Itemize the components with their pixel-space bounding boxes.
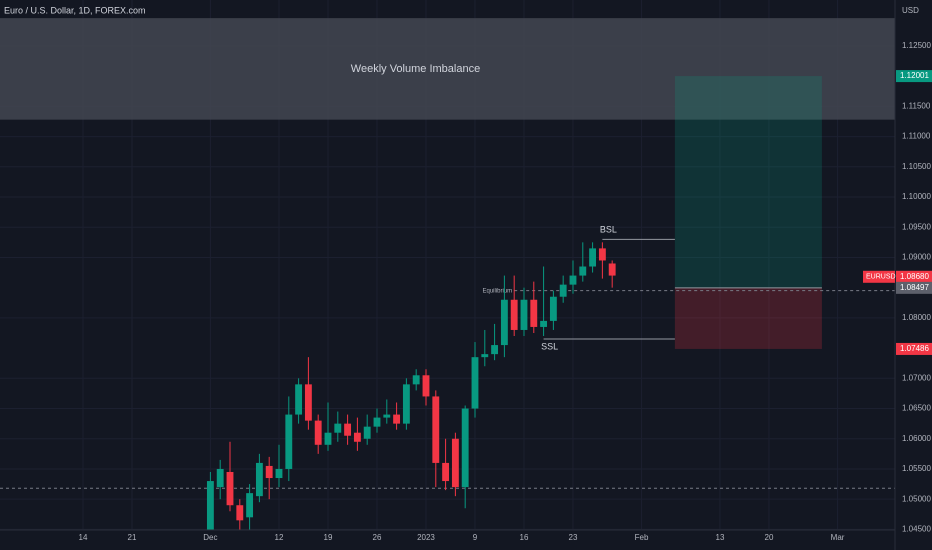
zone-label: Weekly Volume Imbalance (351, 63, 480, 75)
level-label: SSL (541, 341, 558, 351)
candle-body (255, 462, 263, 497)
x-tick-label: 14 (79, 533, 88, 542)
x-tick-label: Mar (831, 533, 845, 542)
candle-body (206, 481, 214, 530)
x-tick-label: Dec (203, 533, 217, 542)
candle-body (275, 468, 283, 479)
y-tick-label: 1.07000 (902, 373, 931, 382)
candle-body (530, 299, 538, 327)
x-tick-label: 13 (716, 533, 725, 542)
candle-body (481, 354, 489, 358)
x-tick-label: 23 (569, 533, 578, 542)
plot-area: Weekly Volume Imbalance BSL SSL Equilibrium (0, 0, 895, 530)
stop-zone (674, 287, 822, 349)
y-tick-label: 1.08000 (902, 313, 931, 322)
x-tick-label: 20 (765, 533, 774, 542)
candle-body (393, 414, 401, 424)
x-tick-label: 2023 (417, 533, 435, 542)
candle-body (510, 299, 518, 330)
candle-body (314, 420, 322, 445)
currency: USD (902, 6, 919, 15)
candle-body (383, 414, 391, 418)
y-tick-label: 1.09000 (902, 253, 931, 262)
price-tag-label: 1.12001 (900, 71, 929, 80)
candle-body (471, 357, 479, 409)
candle-body (353, 432, 361, 442)
candle-body (324, 432, 332, 445)
candle-body (608, 263, 616, 276)
y-tick-label: 1.11000 (902, 132, 931, 141)
candle-body (373, 417, 381, 427)
candle-body (236, 505, 244, 521)
candle-body (569, 275, 577, 285)
candle-body (422, 375, 430, 397)
y-tick-label: 1.06500 (902, 404, 931, 413)
x-tick-label: 21 (128, 533, 137, 542)
y-tick-label: 1.09500 (902, 222, 931, 231)
imbalance-zone (0, 18, 895, 120)
candle-body (402, 384, 410, 424)
symbol-tag (863, 270, 895, 283)
candle-body (520, 299, 528, 330)
price-tag (896, 270, 932, 283)
x-tick-label: 16 (520, 533, 529, 542)
symbol-tag-label: EURUSD (866, 274, 896, 281)
level-label: Equilibrium (482, 288, 512, 294)
candle-body (265, 465, 273, 479)
candle-body (285, 414, 293, 469)
target-zone (674, 76, 822, 288)
candle-body (344, 423, 352, 436)
candle-body (216, 468, 224, 488)
candle-body (334, 423, 342, 433)
candle-body (559, 284, 567, 297)
candle-body (295, 384, 303, 415)
y-tick-label: 1.10000 (902, 192, 931, 201)
candle-body (579, 266, 587, 276)
y-tick-label: 1.12500 (902, 41, 931, 50)
price-tag-label: 1.08497 (900, 283, 929, 292)
chart-title: Euro / U.S. Dollar, 1D, FOREX.com (4, 5, 146, 15)
candle-body (451, 438, 459, 488)
price-tag (896, 70, 932, 83)
candle-body (500, 299, 508, 346)
candle-body (432, 396, 440, 463)
x-tick-label: 12 (275, 533, 284, 542)
candle-body (549, 296, 557, 321)
x-tick-label: 9 (473, 533, 478, 542)
y-tick-label: 1.11500 (902, 101, 931, 110)
candle-body (412, 375, 420, 385)
candle-body (491, 345, 499, 355)
y-tick-label: 1.06000 (902, 434, 931, 443)
x-tick-label: 19 (324, 533, 333, 542)
price-tag (896, 281, 932, 294)
candle-body (304, 384, 312, 421)
level-label: BSL (600, 225, 617, 235)
price-tag-label: 1.08680 (900, 272, 929, 281)
candle-body (598, 248, 606, 261)
candle-body (363, 426, 371, 439)
candle-body (246, 493, 254, 518)
candle-body (461, 408, 469, 488)
candle-body (540, 320, 548, 327)
candle-body (226, 471, 234, 506)
candle-body (589, 248, 597, 267)
x-tick-label: 26 (373, 533, 382, 542)
x-tick-label: Feb (635, 533, 649, 542)
price-tag (896, 342, 932, 355)
price-tag-label: 1.07486 (900, 344, 929, 353)
axes: 1.04500 1.05000 1.05500 1.06000 1.06500 1.070… (79, 41, 932, 542)
y-tick-label: 1.05500 (902, 464, 931, 473)
y-tick-label: 1.05000 (902, 494, 931, 503)
y-tick-label: 1.10500 (902, 162, 931, 171)
candle-body (442, 462, 450, 482)
y-tick-label: 1.04500 (902, 525, 931, 534)
